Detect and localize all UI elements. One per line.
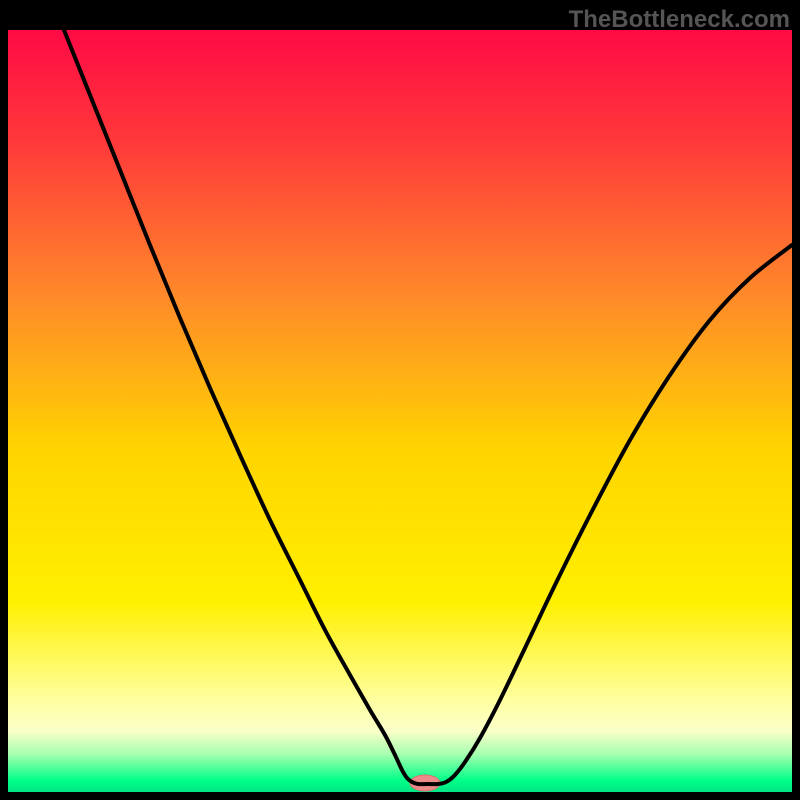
chart-background bbox=[8, 30, 792, 792]
bottleneck-curve-chart bbox=[0, 0, 800, 800]
chart-container: TheBottleneck.com bbox=[0, 0, 800, 800]
watermark-label: TheBottleneck.com bbox=[569, 6, 790, 34]
